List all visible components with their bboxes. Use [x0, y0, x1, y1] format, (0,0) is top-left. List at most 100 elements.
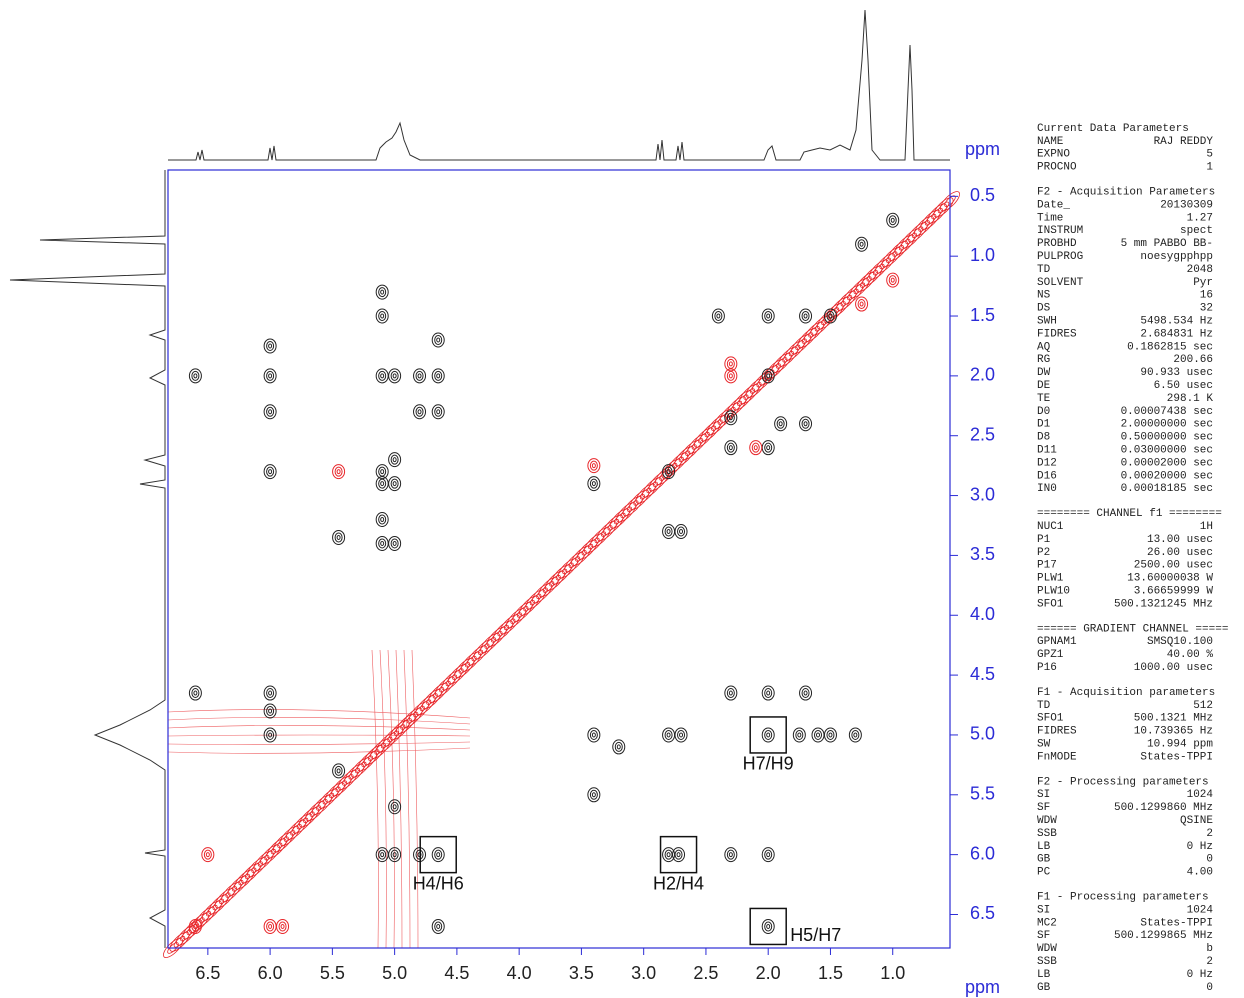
diagonal-contour: [840, 294, 853, 307]
parameter-name: DW: [1037, 367, 1051, 379]
contour-ring: [726, 412, 735, 423]
diagonal-contour: [590, 527, 611, 548]
contour-ring: [666, 732, 671, 738]
diagonal-contour: [622, 496, 643, 517]
parameter-value: 500.1321 MHz: [1134, 713, 1213, 725]
x-axis-label: ppm: [965, 977, 1000, 997]
contour-ring: [431, 332, 445, 348]
parameter-value: 1024: [1187, 789, 1214, 801]
cross-peak: [855, 296, 869, 312]
cross-peak: [375, 512, 389, 528]
parameter-section-title: F2 - Processing parameters: [1037, 776, 1209, 788]
x-tick-label: 6.5: [195, 963, 220, 983]
diagonal-contour: [374, 743, 386, 755]
cross-peak: [886, 212, 900, 228]
parameter-name: FIDRES: [1037, 328, 1077, 340]
diagonal-contour: [393, 724, 406, 736]
contour-ring: [263, 727, 277, 743]
diagonal-contour: [879, 257, 891, 270]
parameter-value: b: [1206, 943, 1213, 955]
parameter-value: 13.60000038 W: [1127, 573, 1213, 585]
contour-ring: [803, 690, 808, 696]
diagonal-contour: [797, 328, 818, 349]
diagonal-contour: [380, 736, 393, 749]
contour-ring: [766, 313, 771, 319]
diagonal-contour: [270, 842, 283, 855]
parameter-name: LB: [1037, 841, 1051, 853]
contour-ring: [378, 370, 387, 381]
diagonal-contour: [581, 543, 594, 556]
diagonal-contour: [208, 894, 229, 915]
contour-ring: [589, 460, 598, 471]
y-tick-label: 3.0: [970, 484, 995, 504]
diagonal-contour: [277, 836, 289, 848]
contour-ring: [392, 852, 397, 858]
diagonal-contour: [253, 850, 274, 871]
parameter-name: EXPNO: [1037, 149, 1070, 161]
contour-ring: [375, 512, 389, 528]
diagonal-contour: [447, 664, 468, 685]
contour-ring: [761, 685, 775, 701]
contour-ring: [434, 370, 443, 381]
cross-peak: [375, 368, 389, 384]
contour-ring: [434, 334, 443, 345]
diagonal-contour: [555, 568, 568, 581]
diagonal-contour: [525, 589, 546, 610]
diagonal-contour: [719, 402, 740, 423]
parameter-value: 26.00 usec: [1147, 547, 1213, 559]
contour-ring: [434, 921, 443, 932]
parameter-section-title: F1 - Acquisition parameters: [1037, 687, 1215, 699]
cross-peak: [792, 727, 806, 743]
parameter-name: GPZ1: [1037, 649, 1064, 661]
contour-ring: [888, 215, 897, 226]
contour-ring: [191, 921, 200, 932]
diagonal-contour: [853, 282, 866, 294]
parameter-name: D0: [1037, 406, 1050, 418]
parameter-value: 90.933 usec: [1140, 367, 1213, 379]
diagonal-contour: [862, 265, 883, 286]
diagonal-contour: [519, 595, 540, 616]
parameter-name: NUC1: [1037, 521, 1064, 533]
contour-ring: [390, 849, 399, 860]
y-axis-label: ppm: [965, 139, 1000, 159]
contour-ring: [378, 478, 387, 489]
diagonal-contour: [199, 911, 212, 923]
cross-peak: [375, 284, 389, 300]
diagonal-contour: [782, 351, 794, 363]
parameter-value: 0: [1206, 982, 1213, 994]
diagonal-contour: [575, 550, 587, 562]
contour-ring: [332, 464, 346, 480]
parameter-name: SOLVENT: [1037, 277, 1084, 289]
contour-ring: [826, 729, 835, 740]
contour-ring: [816, 732, 821, 738]
diagonal-contour: [635, 483, 656, 504]
diagonal-contour: [350, 757, 371, 778]
cross-peak: [662, 727, 676, 743]
contour-ring: [266, 706, 275, 717]
diagonal-contour: [596, 521, 617, 541]
contour-ring: [392, 481, 397, 487]
contour-ring: [859, 241, 864, 247]
contour-ring: [888, 275, 897, 286]
parameter-name: D1: [1037, 419, 1051, 431]
diagonal-contour: [564, 552, 585, 573]
parameter-value: 3.66659999 W: [1134, 586, 1214, 598]
contour-ring: [751, 442, 760, 453]
cross-peak: [761, 727, 775, 743]
diagonal-contour: [626, 500, 639, 512]
parameter-name: P17: [1037, 560, 1057, 572]
parameter-value: 20130309: [1160, 199, 1213, 211]
cross-peak: [761, 368, 775, 384]
contour-ring: [614, 741, 623, 752]
contour-ring: [587, 458, 601, 474]
diagonal-contour: [603, 514, 624, 535]
x-tick-label: 1.5: [818, 963, 843, 983]
contour-ring: [413, 368, 427, 384]
contour-ring: [268, 923, 273, 929]
diagonal-contour: [506, 608, 527, 629]
parameter-value: QSINE: [1180, 815, 1213, 827]
contour-ring: [774, 416, 788, 432]
contour-ring: [380, 517, 385, 523]
parameter-value: 2500.00 usec: [1134, 560, 1213, 572]
contour-ring: [268, 343, 273, 349]
